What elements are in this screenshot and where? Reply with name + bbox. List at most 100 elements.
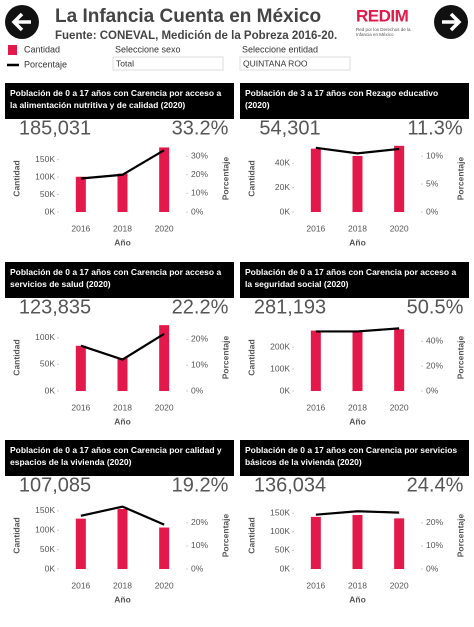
- axis-title: Cantidad: [246, 160, 256, 196]
- x-tick-label: 2020: [390, 223, 409, 233]
- legend-label: Cantidad: [24, 44, 60, 54]
- x-axis-title: Año: [114, 416, 131, 426]
- y-tick-label: 50K: [40, 359, 55, 369]
- y2-tick-label: 30%: [191, 150, 208, 160]
- y-tick-label: 200K: [270, 341, 290, 351]
- panel-title: Población de 0 a 17 años con Carencia po…: [10, 88, 222, 110]
- x-tick-label: 2018: [348, 402, 367, 412]
- panel-title-box: Población de 0 a 17 años con Carencia po…: [10, 445, 222, 467]
- x-tick-label: 2020: [155, 402, 174, 412]
- bar: [75, 518, 86, 569]
- x-tick-label: 2016: [71, 402, 90, 412]
- y2-tick-label: 10%: [191, 359, 208, 369]
- kpi-value: 11.3%: [407, 117, 462, 139]
- legend-swatch: [8, 45, 17, 55]
- bar: [352, 515, 363, 569]
- y-tick-label: 150K: [35, 505, 55, 515]
- bar: [159, 325, 170, 391]
- axis-title: Cantidad: [246, 517, 256, 553]
- panel-title-box: Población de 0 a 17 años con Carencia po…: [10, 267, 222, 289]
- panel-title: Población de 0 a 17 años con Carencia po…: [10, 267, 222, 289]
- panel-title-bg: [240, 440, 469, 476]
- filter-label: Seleccione sexo: [115, 44, 181, 54]
- y-tick-label: 0K: [280, 206, 291, 216]
- y2-tick-label: 10%: [191, 188, 208, 198]
- panel-title-box: Población de 0 a 17 años con Carencia po…: [245, 445, 457, 467]
- x-tick-label: 2020: [155, 223, 174, 233]
- panel-title-bg: [5, 262, 234, 298]
- x-axis-title: Año: [114, 237, 131, 247]
- x-tick-label: 2018: [348, 223, 367, 233]
- y2-tick-label: 10%: [191, 540, 208, 550]
- x-tick-label: 2016: [71, 223, 90, 233]
- bar: [117, 173, 128, 212]
- filter-box[interactable]: [239, 56, 351, 71]
- bar: [159, 147, 170, 212]
- kpi-value: 123,835: [19, 296, 91, 318]
- bar: [310, 330, 321, 391]
- x-axis-title: Año: [349, 416, 366, 426]
- y-tick-label: 100K: [35, 332, 55, 342]
- filter-value: QUINTANA ROO: [243, 58, 308, 68]
- panel-title-bg: [5, 440, 234, 476]
- y2-tick-label: 0%: [191, 206, 204, 216]
- y2-tick-label: 0%: [191, 563, 204, 573]
- kpi-value: 281,193: [254, 296, 326, 318]
- y2-tick-label: 20%: [426, 517, 443, 527]
- legend-label: Porcentaje: [24, 59, 67, 69]
- line: [80, 505, 165, 526]
- axis-title: Porcentaje: [455, 513, 465, 557]
- y-tick-label: 100K: [35, 171, 55, 181]
- bar: [310, 516, 321, 569]
- x-tick-label: 2016: [306, 580, 325, 590]
- logo-caption: Red por los Derechos de la Infancia en M…: [356, 27, 411, 37]
- panel-title-bg: [240, 83, 469, 119]
- kpi-value: 22.2%: [172, 296, 229, 318]
- y-tick-label: 100K: [35, 525, 55, 535]
- kpi-value: 185,031: [19, 117, 91, 139]
- kpi-value: 54,301: [259, 117, 320, 139]
- x-tick-label: 2018: [113, 402, 132, 412]
- bar: [394, 329, 405, 391]
- y2-tick-label: 0%: [191, 385, 204, 395]
- y-tick-label: 0K: [45, 206, 56, 216]
- y2-tick-label: 20%: [426, 360, 443, 370]
- y2-tick-label: 20%: [191, 517, 208, 527]
- x-tick-label: 2016: [71, 580, 90, 590]
- y-tick-label: 150K: [270, 507, 290, 517]
- line: [80, 332, 165, 361]
- kpi-value: 136,034: [254, 474, 326, 496]
- y-tick-label: 50K: [40, 544, 55, 554]
- y2-tick-label: 20%: [191, 169, 208, 179]
- kpi-value: 19.2%: [172, 474, 229, 496]
- y2-tick-label: 10%: [426, 150, 443, 160]
- legend: Cantidad Porcentaje: [7, 44, 67, 69]
- line: [315, 510, 400, 516]
- panel-title: Población de 0 a 17 años con Carencia po…: [10, 445, 222, 467]
- axis-title: Porcentaje: [220, 156, 230, 200]
- back-button[interactable]: [5, 5, 39, 39]
- filters: Seleccione sexo Total Seleccione entidad QU…: [112, 44, 351, 71]
- x-axis-title: Año: [349, 237, 366, 247]
- y-tick-label: 150K: [35, 154, 55, 164]
- y2-tick-label: 40%: [426, 336, 443, 346]
- panel-title-bg: [5, 83, 234, 119]
- x-tick-label: 2016: [306, 223, 325, 233]
- y-tick-label: 0K: [280, 385, 291, 395]
- kpi-value: 107,085: [19, 474, 91, 496]
- bar: [159, 527, 170, 569]
- axis-title: Cantidad: [11, 160, 21, 196]
- panel-title-box: Población de 0 a 17 años con Carencia po…: [10, 88, 222, 110]
- axis-title: Cantidad: [11, 517, 21, 553]
- forward-button[interactable]: [434, 5, 468, 39]
- x-tick-label: 2020: [155, 580, 174, 590]
- bar: [352, 155, 363, 212]
- panel-title-bg: [240, 262, 469, 298]
- filter-label: Seleccione entidad: [242, 44, 318, 54]
- x-tick-label: 2020: [390, 580, 409, 590]
- filter-box[interactable]: [112, 56, 224, 71]
- bar: [75, 176, 86, 212]
- kpi-value: 24.4%: [407, 474, 464, 496]
- subtitle: Fuente: CONEVAL, Medición de la Pobreza …: [55, 30, 337, 42]
